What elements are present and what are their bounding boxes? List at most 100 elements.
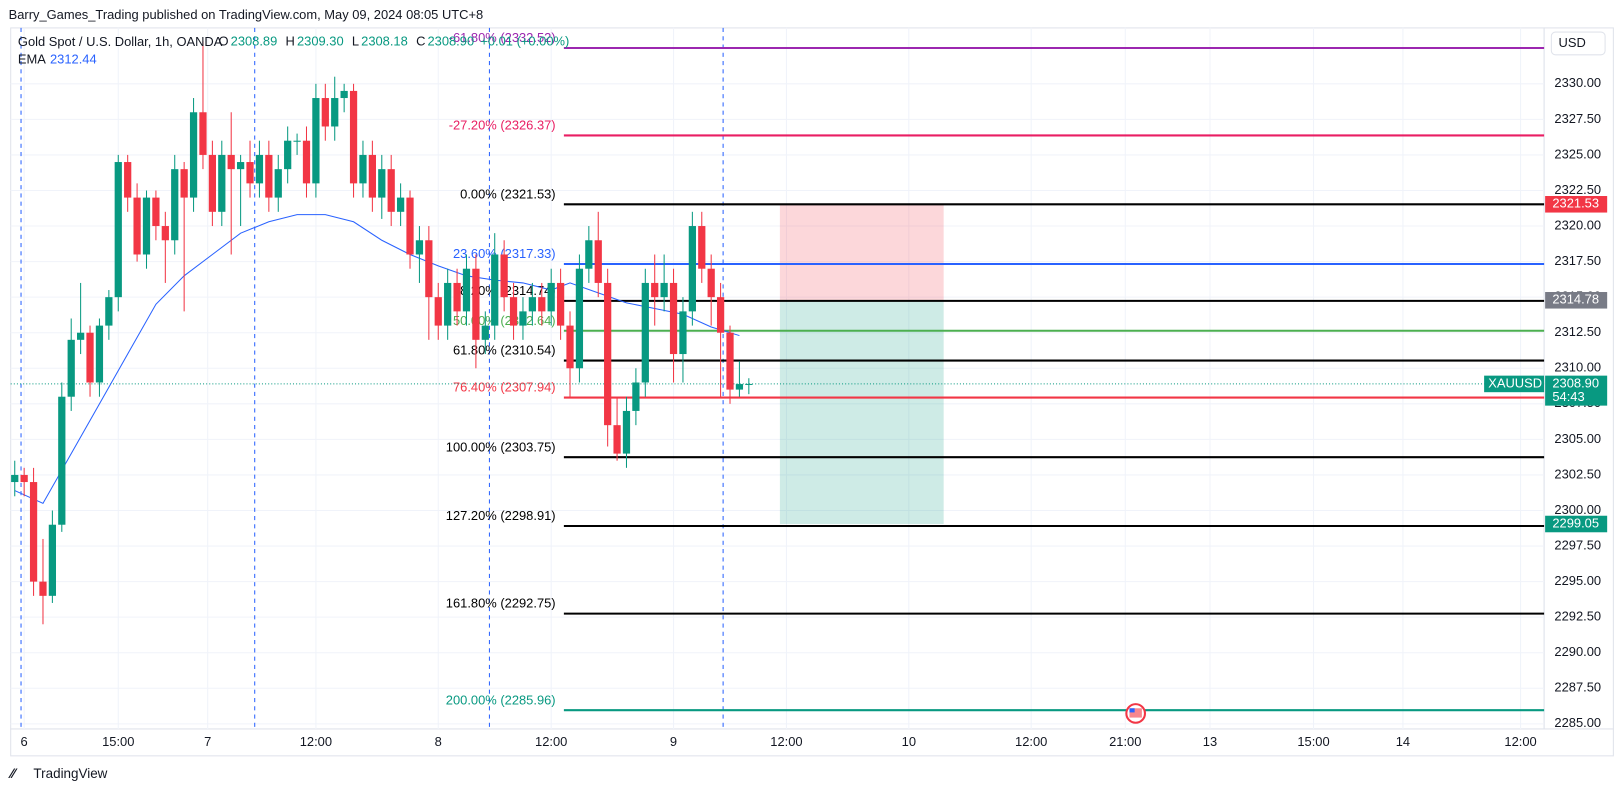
event-flag xyxy=(1129,708,1142,718)
candle-body xyxy=(387,169,395,212)
currency: USD xyxy=(1559,35,1586,50)
change: +0.01 (+0.00%) xyxy=(480,34,569,49)
grid xyxy=(10,27,1545,729)
candle-body xyxy=(425,240,433,298)
event-icon xyxy=(1125,703,1147,724)
candle-body xyxy=(95,325,104,383)
candle-body xyxy=(67,339,75,397)
candle-body xyxy=(58,396,66,525)
candle-body xyxy=(556,282,565,326)
fib-label: -27.20% (2326.37) xyxy=(449,118,556,133)
candle-body xyxy=(453,282,461,312)
candle-body xyxy=(152,197,160,227)
candle-body xyxy=(415,240,424,255)
candle-body xyxy=(274,169,282,198)
fib-label: 100.00% (2303.75) xyxy=(446,439,556,454)
candle-body xyxy=(528,297,536,312)
y-tick-label: 2322.50 xyxy=(1554,182,1601,197)
ohlc-value: 2308.90 xyxy=(427,34,474,49)
candle-body xyxy=(519,311,527,326)
y-tick-label: 2302.50 xyxy=(1554,466,1601,481)
candle-body xyxy=(321,98,329,127)
x-tick-label: 12:00 xyxy=(1504,734,1536,749)
candle-body xyxy=(509,297,518,326)
stop-zone xyxy=(779,204,944,301)
y-tick-label: 2325.00 xyxy=(1554,146,1601,161)
candle-body xyxy=(218,154,226,212)
candle-body xyxy=(189,112,198,198)
target-zone xyxy=(779,300,944,525)
x-tick-label: 9 xyxy=(670,734,677,749)
x-tick-label: 10 xyxy=(902,734,916,749)
last-price-box xyxy=(1545,375,1608,406)
candle-body xyxy=(293,140,301,142)
candle-body xyxy=(199,112,207,155)
symbol: Gold Spot / U.S. Dollar, 1h, OANDA xyxy=(18,34,223,49)
candle-body xyxy=(651,282,659,298)
footer-text: TradingView xyxy=(33,766,107,781)
candle-body xyxy=(11,474,19,483)
ohlc: O 2308.89 H 2309.30 L 2308.18 C 2308.90 +0.01 (+… xyxy=(219,34,570,49)
footer: ⁄⁄ TradingView xyxy=(8,766,108,781)
fib-label: 76.40% (2307.94) xyxy=(453,380,556,395)
event-flag-canton xyxy=(1129,708,1135,713)
candle-body xyxy=(726,332,734,390)
fib-label: 50.00% (2312.64) xyxy=(453,313,556,328)
currency-button[interactable] xyxy=(1550,31,1606,56)
time-axis-frame xyxy=(10,728,1614,757)
target-tag-box xyxy=(1545,515,1608,533)
candle-body xyxy=(632,382,640,411)
entry-tag: 2314.78 xyxy=(1552,292,1599,307)
plot-frame xyxy=(10,27,1545,730)
y-tick-label: 2300.00 xyxy=(1554,502,1601,517)
x-tick-label: 14 xyxy=(1396,734,1410,749)
candle-body xyxy=(378,169,386,198)
session-breaks xyxy=(20,27,724,729)
y-tick-label: 2285.00 xyxy=(1554,715,1601,730)
candle-body xyxy=(538,297,546,312)
x-tick-label: 15:00 xyxy=(102,734,134,749)
last-price: 2308.90 xyxy=(1552,375,1599,390)
candle-body xyxy=(227,154,235,170)
fib-label: -61.80% (2332.52) xyxy=(449,30,556,45)
candle-body xyxy=(124,162,132,198)
ema-value: 2312.44 xyxy=(50,51,97,66)
y-tick-label: 2310.00 xyxy=(1554,360,1601,375)
x-tick-label: 12:00 xyxy=(1015,734,1047,749)
candle-body xyxy=(462,268,471,312)
ohlc-key: C xyxy=(416,34,425,49)
y-tick-label: 2295.00 xyxy=(1554,573,1601,588)
candle-body xyxy=(39,581,47,596)
candle-body xyxy=(679,311,687,355)
y-tick-label: 2330.00 xyxy=(1554,75,1601,90)
candle-body xyxy=(331,98,339,127)
candle-body xyxy=(105,297,113,326)
candle-body xyxy=(547,282,555,312)
ohlc-key: H xyxy=(286,34,295,49)
stop-tag: 2321.53 xyxy=(1552,196,1599,211)
candle-body xyxy=(133,197,141,255)
entry-tag-box xyxy=(1545,292,1608,309)
candle-body xyxy=(312,98,320,184)
candle-body xyxy=(114,162,122,298)
y-tick-label: 2287.50 xyxy=(1554,680,1601,695)
candle-body xyxy=(349,90,358,184)
candle-body xyxy=(613,425,621,454)
candle-body xyxy=(255,154,264,184)
ohlc-value: 2309.30 xyxy=(297,34,344,49)
candle-body xyxy=(500,254,508,298)
candle-body xyxy=(575,268,584,369)
x-tick-label: 12:00 xyxy=(300,734,332,749)
x-tick-label: 12:00 xyxy=(770,734,802,749)
candle-body xyxy=(434,297,442,326)
y-tick-label: 2292.50 xyxy=(1554,609,1601,624)
candle-body xyxy=(48,524,57,596)
fib-label: 0.00% (2321.53) xyxy=(460,186,555,201)
candle-body xyxy=(396,197,405,212)
candle-body xyxy=(585,240,593,269)
candle-body xyxy=(29,482,38,582)
fib-label: 200.00% (2285.96) xyxy=(446,692,556,707)
candle-body xyxy=(698,226,706,269)
candle-body xyxy=(735,384,744,390)
